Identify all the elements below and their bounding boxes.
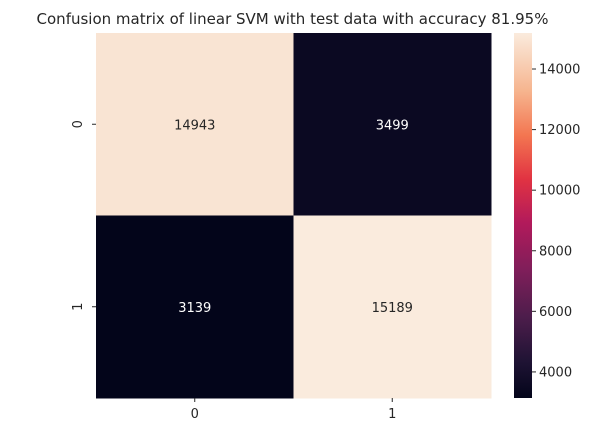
cell-value-label-0-1: 3499 — [376, 118, 409, 133]
colorbar-tick-label: 12000 — [539, 123, 580, 138]
y-tick-label: 1 — [71, 303, 86, 311]
cell-value-label-1-0: 3139 — [178, 301, 211, 316]
heatmap-cell-0-0 — [96, 33, 294, 216]
cell-value-label-1-1: 15189 — [372, 301, 413, 316]
chart-title: Confusion matrix of linear SVM with test… — [37, 10, 549, 28]
x-tick-label: 1 — [388, 407, 396, 422]
colorbar-axis: 4000 6000 8000 10000 12000 14000 — [532, 63, 580, 380]
y-tick-label: 0 — [71, 120, 86, 128]
heatmap-cells: 14943 3499 3139 15189 — [96, 33, 492, 399]
colorbar — [514, 33, 532, 398]
heatmap-cell-1-0 — [96, 215, 294, 399]
cell-value-label-0-0: 14943 — [174, 118, 215, 133]
colorbar-tick-label: 4000 — [539, 365, 572, 380]
heatmap-cell-0-1 — [293, 33, 492, 216]
colorbar-tick-label: 8000 — [539, 244, 572, 259]
heatmap-cell-1-1 — [293, 215, 492, 399]
colorbar-tick-label: 6000 — [539, 305, 572, 320]
colorbar-tick-label: 14000 — [539, 63, 580, 78]
y-axis: 01 — [71, 120, 96, 311]
colorbar-tick-label: 10000 — [539, 184, 580, 199]
x-tick-label: 0 — [191, 407, 199, 422]
